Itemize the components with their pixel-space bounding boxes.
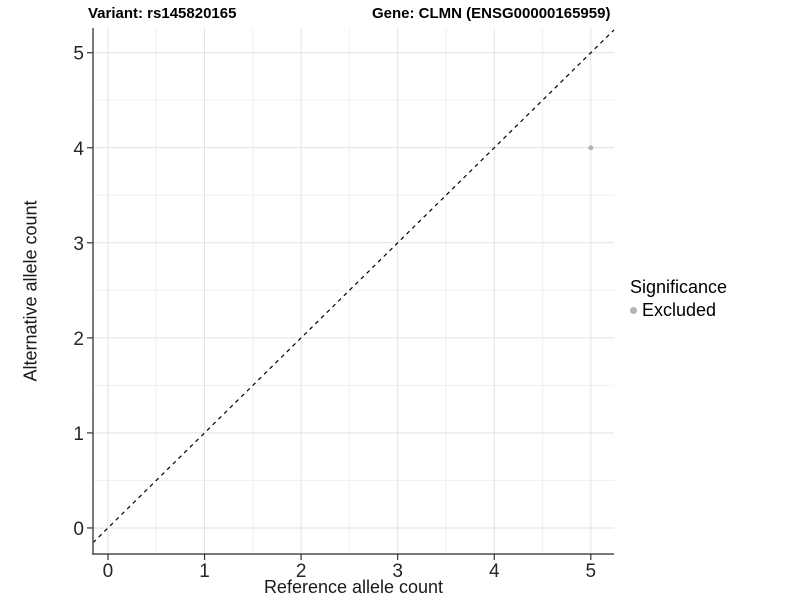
x-tick-label: 2 <box>296 561 307 582</box>
legend-point-swatch <box>630 306 637 314</box>
y-tick-label: 2 <box>73 329 84 350</box>
legend: Significance Excluded <box>630 276 727 321</box>
y-tick-label: 1 <box>73 424 84 445</box>
legend-entry-excluded: Excluded <box>630 299 727 321</box>
legend-title: Significance <box>630 277 728 297</box>
y-tick-label: 3 <box>73 234 84 255</box>
x-tick-label: 0 <box>103 561 114 582</box>
y-axis-title: Alternative allele count <box>20 200 41 382</box>
identity-reference-line <box>92 29 615 544</box>
plot-title-gene: Gene: CLMN (ENSG00000165959) <box>372 5 611 22</box>
data-point <box>588 145 594 151</box>
x-tick-label: 4 <box>489 561 500 582</box>
plot-title-variant: Variant: rs145820165 <box>88 5 237 22</box>
x-tick-label: 5 <box>586 561 597 582</box>
y-tick-label: 4 <box>73 139 84 160</box>
x-tick-label: 3 <box>392 561 403 582</box>
y-tick-label: 0 <box>73 519 84 540</box>
legend-entry-label: Excluded <box>642 300 717 320</box>
x-axis-title: Reference allele count <box>263 577 444 597</box>
x-tick-label: 1 <box>199 561 210 582</box>
y-tick-label: 5 <box>73 44 84 65</box>
